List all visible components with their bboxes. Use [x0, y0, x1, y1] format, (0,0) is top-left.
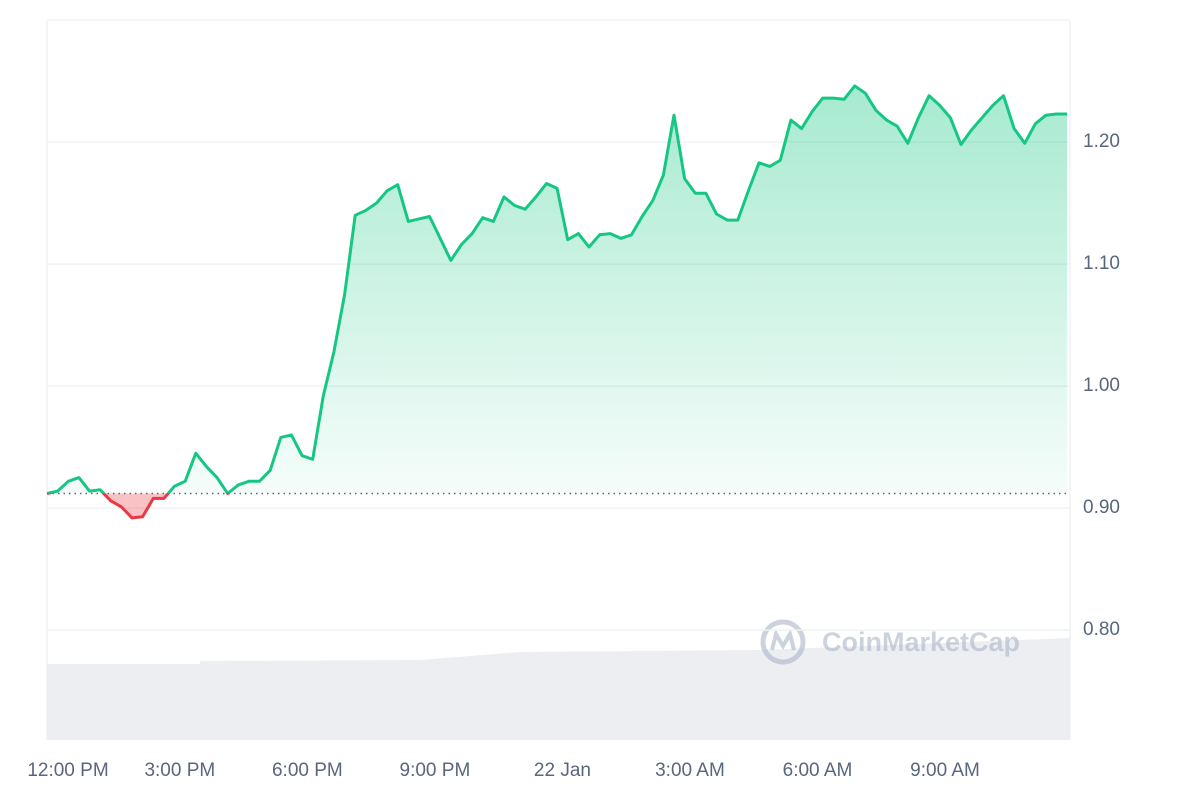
x-tick-label: 6:00 AM: [783, 760, 853, 781]
x-tick-label: 9:00 AM: [910, 760, 980, 781]
x-tick-label: 9:00 PM: [400, 760, 471, 781]
volume-band: [47, 638, 1070, 740]
y-tick-label: 0.90: [1083, 497, 1120, 518]
price-line-up: [46, 84, 1068, 494]
x-tick-label: 3:00 AM: [655, 760, 725, 781]
y-tick-label: 1.20: [1083, 131, 1120, 152]
x-tick-label: 12:00 PM: [27, 760, 108, 781]
y-tick-label: 1.10: [1083, 253, 1120, 274]
x-tick-label: 22 Jan: [534, 760, 591, 781]
x-tick-label: 3:00 PM: [144, 760, 215, 781]
area-up: [47, 85, 1068, 494]
y-tick-label: 0.80: [1083, 619, 1120, 640]
area-down: [47, 493, 1068, 518]
watermark-text: CoinMarketCap: [822, 627, 1020, 657]
x-tick-label: 6:00 PM: [272, 760, 343, 781]
y-tick-label: 1.00: [1083, 375, 1120, 396]
watermark: CoinMarketCap: [760, 619, 1020, 665]
